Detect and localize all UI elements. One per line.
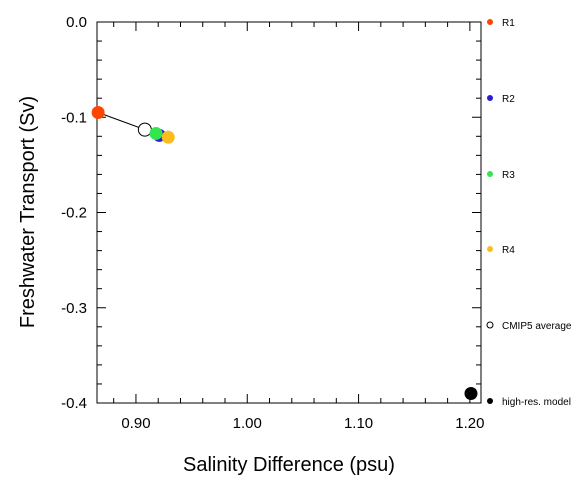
legend-label-r4: R4 (502, 245, 515, 256)
legend-marker-high-res-model (487, 398, 493, 404)
point-r3 (149, 126, 163, 140)
x-axis-title: Salinity Difference (psu) (183, 454, 395, 476)
point-r4 (161, 130, 175, 144)
legend-label-high-res-model: high-res. model (502, 397, 571, 408)
legend-marker-r2 (487, 95, 493, 101)
axis-ticks: 0.90 1.00 1.10 1.20 0.0 -0.1 -0.2 -0.3 -0.4 (61, 14, 484, 432)
legend: R1 R2 R3 R4 CMIP5 average high-res. model (486, 18, 572, 408)
point-cmip5-average (137, 122, 152, 137)
legend-label-cmip5-average: CMIP5 average (502, 321, 572, 332)
plot-axes (96, 21, 482, 404)
y-tick-label: -0.2 (61, 205, 87, 222)
legend-marker-r1 (487, 19, 493, 25)
legend-label-r1: R1 (502, 18, 515, 29)
legend-marker-cmip5-average (486, 321, 494, 329)
legend-label-r3: R3 (502, 170, 515, 181)
connector-lines (97, 112, 146, 131)
point-high-res-model (464, 386, 478, 400)
y-tick-label: 0.0 (66, 14, 87, 31)
y-tick-label: -0.4 (61, 395, 87, 412)
x-tick-label: 0.90 (121, 415, 150, 432)
y-tick-label: -0.3 (61, 300, 87, 317)
legend-marker-r4 (487, 246, 493, 252)
x-tick-label: 1.20 (455, 415, 484, 432)
data-points (91, 105, 478, 400)
y-tick-label: -0.1 (61, 109, 87, 126)
x-tick-label: 1.10 (344, 415, 373, 432)
x-tick-label: 1.00 (233, 415, 262, 432)
legend-label-r2: R2 (502, 94, 515, 105)
y-axis-title: Freshwater Transport (Sv) (17, 96, 39, 328)
connector-line (97, 112, 146, 131)
plot-frame (96, 21, 482, 404)
legend-marker-r3 (487, 171, 493, 177)
point-r1 (91, 105, 105, 119)
